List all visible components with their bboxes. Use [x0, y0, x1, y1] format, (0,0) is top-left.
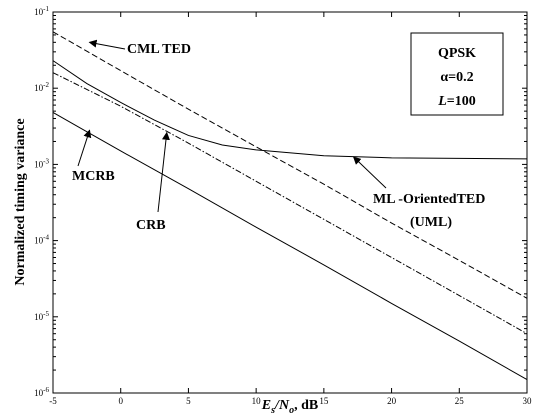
label-crb: CRB: [136, 218, 166, 233]
arrow-cml-ted: [88, 39, 126, 50]
x-axis-ticks: -5 0 5 10 15 20 25 30: [49, 12, 532, 406]
info-rolloff: α=0.2: [440, 70, 473, 85]
label-ml-oriented-ted: ML -OrientedTED: [373, 192, 485, 207]
x-tick-label: -5: [49, 396, 57, 406]
info-box-frame: [410, 32, 504, 116]
series-line-mcrb: [52, 112, 528, 381]
series-group: [52, 31, 528, 381]
x-tick-label: 10: [252, 396, 262, 406]
y-tick-label: 10-4: [34, 234, 49, 246]
series-line-ml-oriented-ted: [52, 60, 528, 160]
label-uml: (UML): [410, 215, 452, 230]
arrow-crb: [157, 131, 170, 213]
series-line-cml-ted: [52, 31, 528, 299]
info-box: QPSK α=0.2 L=100: [410, 32, 504, 116]
x-tick-label: 25: [455, 396, 465, 406]
arrow-mcrb: [77, 129, 92, 167]
x-tick-label: 30: [523, 396, 533, 406]
annotations: CML TED MCRB CRB ML -OrientedTED (UML): [72, 39, 485, 233]
arrow-ml-oriented-ted: [352, 156, 387, 189]
label-mcrb: MCRB: [72, 169, 115, 184]
y-axis-title: Normalized timing variance: [13, 118, 28, 285]
x-tick-label: 20: [387, 396, 397, 406]
y-tick-label: 10-2: [34, 81, 49, 93]
plot-frame: [52, 11, 528, 394]
x-axis-title: Es/No, dB: [261, 398, 318, 413]
y-axis-ticks: 10-1 10-2 10-3 10-4 10-5 10-6: [34, 5, 527, 398]
x-tick-label: 15: [319, 396, 329, 406]
y-tick-label: 10-1: [34, 5, 49, 17]
y-tick-label: 10-6: [34, 386, 49, 398]
info-modulation: QPSK: [438, 46, 476, 61]
x-tick-label: 0: [118, 396, 123, 406]
y-tick-label: 10-3: [34, 157, 49, 169]
label-cml-ted: CML TED: [127, 42, 191, 57]
series-line-crb: [52, 72, 528, 335]
y-tick-label: 10-5: [34, 310, 49, 322]
info-length: L=100: [437, 94, 476, 109]
x-tick-label: 5: [186, 396, 191, 406]
